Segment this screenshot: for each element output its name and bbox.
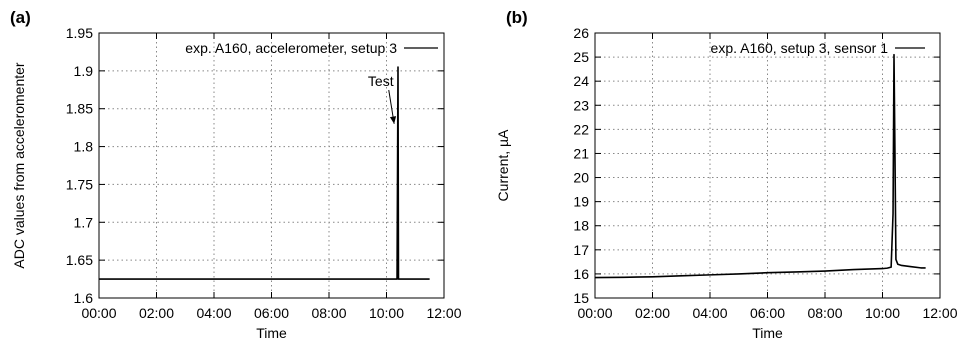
panel-a-x-axis-label: Time bbox=[256, 325, 287, 341]
panel-b-y-tick-label: 23 bbox=[573, 97, 589, 113]
panel-b-y-tick-label: 24 bbox=[573, 73, 589, 89]
panel-a-y-tick-label: 1.6 bbox=[74, 290, 94, 306]
panel-b-y-tick-label: 15 bbox=[573, 290, 589, 306]
panel-b-grid bbox=[595, 33, 940, 298]
panel-b-y-tick-label: 20 bbox=[573, 170, 589, 186]
panel-b-label: (b) bbox=[506, 8, 528, 27]
panel-a-y-tick-label: 1.7 bbox=[74, 214, 94, 230]
panel-b-y-tick-label: 17 bbox=[573, 242, 589, 258]
panel-a-legend-label: exp. A160, accelerometer, setup 3 bbox=[185, 40, 397, 56]
panel-a-x-tick-label: 02:00 bbox=[139, 305, 174, 321]
panel-a-x-tick-label: 08:00 bbox=[311, 305, 346, 321]
panel-b-x-tick-label: 02:00 bbox=[635, 305, 670, 321]
panel-a-y-axis-label: ADC values from acceleromenter bbox=[11, 62, 27, 269]
panel-a-y-tick-label: 1.85 bbox=[66, 101, 93, 117]
panel-b-y-axis-label: Current, µA bbox=[495, 129, 511, 202]
panel-b-legend-label: exp. A160, setup 3, sensor 1 bbox=[711, 40, 889, 56]
panel-a-y-tick-label: 1.9 bbox=[74, 63, 94, 79]
panel-a-x-tick-label: 00:00 bbox=[81, 305, 116, 321]
panel-b-y-tick-label: 19 bbox=[573, 194, 589, 210]
panel-a-y-tick-label: 1.8 bbox=[74, 139, 94, 155]
panel-b-chart: (b) 00:00 02:00 04:00 06:00 08:00 10:00 12:00 15… bbox=[495, 8, 958, 341]
panel-b-x-tick-label: 00:00 bbox=[577, 305, 612, 321]
panel-a-y-tick-label: 1.75 bbox=[66, 176, 93, 192]
panel-b-y-tick-label: 26 bbox=[573, 25, 589, 41]
panel-a-y-tick-label: 1.95 bbox=[66, 25, 93, 41]
panel-b-x-tick-label: 12:00 bbox=[922, 305, 957, 321]
panel-a-y-tick-label: 1.65 bbox=[66, 252, 93, 268]
panel-b-y-tick-label: 22 bbox=[573, 121, 589, 137]
panel-b-x-axis-label: Time bbox=[752, 325, 783, 341]
panel-a-series-line bbox=[99, 66, 430, 280]
panel-b-y-tick-label: 25 bbox=[573, 49, 589, 65]
panel-b-x-tick-label: 08:00 bbox=[807, 305, 842, 321]
panel-a-x-tick-label: 12:00 bbox=[426, 305, 461, 321]
panel-a-x-tick-label: 10:00 bbox=[369, 305, 404, 321]
panel-b-x-tick-label: 06:00 bbox=[750, 305, 785, 321]
panel-a-grid bbox=[99, 33, 444, 298]
panel-b-y-tick-label: 21 bbox=[573, 145, 589, 161]
panel-b-x-tick-label: 10:00 bbox=[865, 305, 900, 321]
panel-b-y-tick-label: 18 bbox=[573, 218, 589, 234]
panel-a-annotation-arrowhead bbox=[389, 116, 397, 124]
panel-a-chart: (a) 00:00 02:00 04:00 06:00 08:00 10:00 12:00 1.… bbox=[10, 8, 462, 341]
panel-a-x-tick-label: 06:00 bbox=[254, 305, 289, 321]
panel-b-y-tick-label: 16 bbox=[573, 266, 589, 282]
panel-a-annotation-text: Test bbox=[368, 73, 394, 89]
panel-b-x-tick-label: 04:00 bbox=[692, 305, 727, 321]
panel-b-series-line bbox=[594, 53, 926, 279]
panel-a-label: (a) bbox=[10, 8, 31, 27]
panel-a-x-tick-label: 04:00 bbox=[196, 305, 231, 321]
